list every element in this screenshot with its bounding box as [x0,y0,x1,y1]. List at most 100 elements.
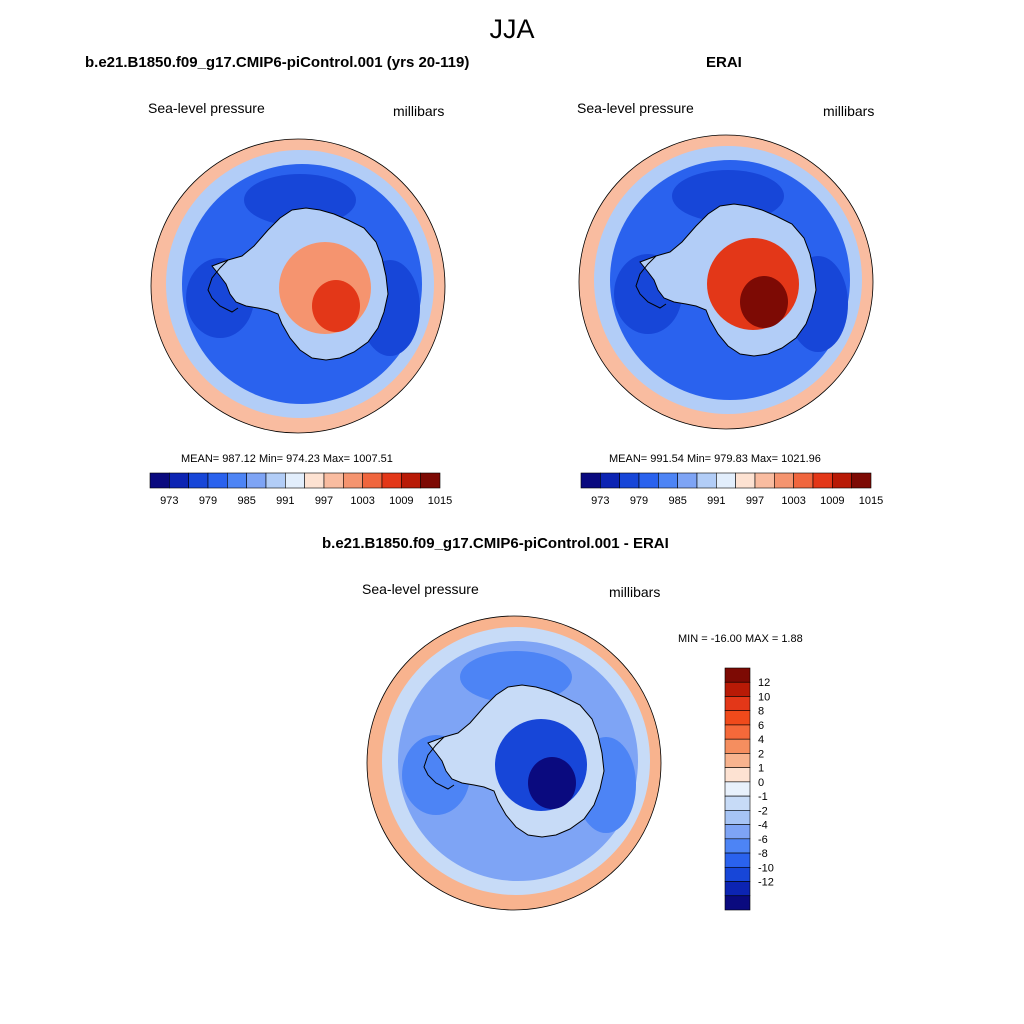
colorbar-swatch [246,472,267,489]
colorbar-tick-label: 973 [591,495,609,507]
colorbar-tick-label: 1015 [859,495,883,507]
coastline [211,207,389,361]
colorbar-tick-label: -8 [758,848,768,860]
colorbar-swatch [169,472,189,489]
colorbar-swatch [724,852,751,868]
colorbar-tick-label: 997 [315,495,333,507]
peninsula-coastline [423,736,455,790]
colorbar-swatch [724,681,751,697]
colorbar-tick-label: -12 [758,877,774,889]
colorbar-tick-label: 10 [758,691,770,703]
colorbar-swatch [724,724,751,740]
colorbar-swatch [724,810,751,825]
colorbar-swatch [188,472,209,489]
plateau-core-field [312,280,360,332]
colorbar-swatch [716,472,736,489]
model-panel-title: b.e21.B1850.f09_g17.CMIP6-piControl.001 … [85,54,470,71]
map-boundary [150,138,446,434]
colorbar-tick-label: 997 [746,495,764,507]
colorbar-tick-label: 991 [276,495,294,507]
colorbar-tick-label: 1009 [389,495,413,507]
colorbar-tick-label: -1 [758,791,768,803]
colorbar-swatch [793,472,814,489]
colorbar-tick-label: -6 [758,834,768,846]
colorbar-swatch [724,767,751,783]
colorbar-swatch [754,472,775,489]
colorbar-swatch [724,895,751,911]
colorbar-tick-label: 1003 [781,495,805,507]
colorbar-tick-label: 1003 [350,495,374,507]
coastline [427,684,605,838]
colorbar-swatch [265,472,286,489]
obs-units-label: millibars [823,103,875,119]
colorbar-swatch [724,710,751,726]
model-units-label: millibars [393,103,445,119]
colorbar-tick-label: 973 [160,495,178,507]
colorbar-swatch [774,472,794,489]
figure-title: JJA [489,14,535,44]
colorbar-tick-label: 4 [758,734,764,746]
colorbar-swatch [580,472,601,489]
colorbar-tick-label: 0 [758,777,764,789]
colorbar-swatch [832,472,852,489]
map-boundary [366,615,662,911]
obs-polar-map [578,134,874,430]
colorbar-tick-label: -10 [758,862,774,874]
colorbar-swatch [724,696,751,712]
colorbar-swatch [724,866,751,882]
colorbar-tick-label: 6 [758,720,764,732]
diff-polar-map [366,615,662,911]
colorbar-swatch [323,472,344,489]
coastline [639,203,817,357]
colorbar-swatch [735,472,756,489]
peninsula-coastline [635,255,667,309]
colorbar-swatch [724,753,751,768]
colorbar-swatch [724,838,751,854]
colorbar-swatch [724,824,751,840]
obs-stats: MEAN= 991.54 Min= 979.83 Max= 1021.96 [609,453,821,465]
colorbar-tick-label: 1015 [428,495,452,507]
colorbar-swatch [362,472,383,489]
diff-panel-title: b.e21.B1850.f09_g17.CMIP6-piControl.001 … [322,535,669,552]
colorbar-swatch [658,472,678,489]
colorbar-swatch [227,472,247,489]
colorbar-swatch [851,472,872,489]
colorbar-tick-label: 979 [199,495,217,507]
colorbar-tick-label: -4 [758,820,768,832]
colorbar-swatch [401,472,421,489]
colorbar-tick-label: 1 [758,763,764,775]
diff-variable-label: Sea-level pressure [362,581,479,597]
colorbar-swatch [724,781,751,797]
colorbar-swatch [638,472,659,489]
colorbar-swatch [619,472,640,489]
colorbar-swatch [420,472,441,489]
colorbar-tick-label: 1009 [820,495,844,507]
diff-units-label: millibars [609,584,661,600]
peninsula-coastline [207,259,239,313]
colorbar-tick-label: 985 [668,495,686,507]
colorbar-swatch [600,472,620,489]
model-stats: MEAN= 987.12 Min= 974.23 Max= 1007.51 [181,453,393,465]
colorbar-swatch [207,472,228,489]
model-polar-map [150,138,446,434]
colorbar-swatch [724,667,751,683]
colorbar-tick-label: 2 [758,748,764,760]
colorbar-tick-label: 12 [758,677,770,689]
colorbar-swatch [149,472,170,489]
colorbar-swatch [724,738,751,754]
colorbar-swatch [724,795,751,811]
model-colorbar: 973 979 985 991 997 1003 1009 1015 [149,472,452,507]
map-boundary [578,134,874,430]
colorbar-swatch [381,472,402,489]
colorbar-tick-label: 979 [630,495,648,507]
colorbar-tick-label: 8 [758,706,764,718]
colorbar-swatch [812,472,833,489]
plateau-core-field [528,757,576,809]
colorbar-tick-label: 991 [707,495,725,507]
colorbar-swatch [343,472,363,489]
diff-stats: MIN = -16.00 MAX = 1.88 [678,633,803,645]
colorbar-tick-label: 985 [237,495,255,507]
plateau-core-field [740,276,788,328]
colorbar-swatch [285,472,305,489]
